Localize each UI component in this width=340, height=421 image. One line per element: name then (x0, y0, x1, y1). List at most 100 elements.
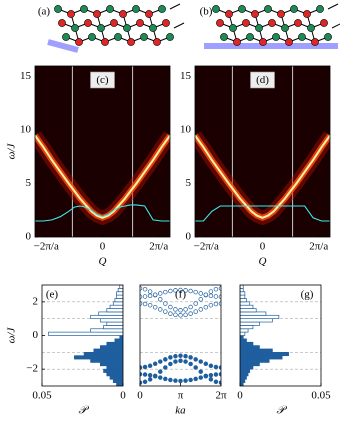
histogram-bar (240, 311, 267, 316)
point (208, 363, 214, 369)
histogram-bar (98, 311, 123, 316)
point (198, 359, 204, 364)
site (88, 33, 96, 41)
point (218, 294, 221, 300)
plot-area (35, 66, 170, 237)
histogram-bar (240, 331, 246, 336)
y-tick-label: 5 (26, 177, 32, 189)
x-axis-label: Q (99, 256, 107, 268)
site (277, 10, 285, 18)
point (142, 286, 148, 292)
point (218, 371, 221, 377)
point (163, 301, 168, 306)
panel-label: (c) (96, 74, 109, 86)
point (158, 307, 163, 312)
point (163, 357, 168, 362)
plot-area (195, 66, 330, 237)
histogram-bar (106, 365, 123, 370)
site (166, 33, 174, 41)
x-tick-label: 0.05 (311, 390, 331, 402)
site (229, 24, 237, 32)
histogram-bar (240, 372, 249, 377)
point (142, 294, 148, 299)
histogram-bar (240, 358, 270, 363)
x-axis-label: 𝒫 (79, 405, 90, 417)
point (147, 293, 153, 299)
point (152, 304, 158, 310)
bond (169, 3, 181, 10)
histogram-bar (90, 314, 123, 320)
point (168, 311, 173, 316)
point (203, 304, 209, 310)
point (213, 372, 219, 377)
spectral-line (35, 134, 170, 219)
x-tick-label: π (178, 390, 184, 402)
point (213, 286, 219, 292)
histogram-bar (109, 375, 123, 380)
histogram-bar (240, 341, 254, 346)
heatmap-background (195, 66, 330, 237)
site (259, 38, 267, 46)
histogram-bar (240, 325, 254, 330)
histogram-bar (240, 314, 280, 320)
site (145, 10, 153, 18)
panel-label: (a) (38, 6, 51, 18)
label-box (90, 71, 115, 89)
site (303, 10, 311, 18)
site (294, 19, 302, 27)
point (218, 301, 221, 306)
point (193, 309, 198, 314)
histogram-bar (240, 378, 246, 383)
histogram-bar (240, 285, 244, 289)
histogram-bar (116, 382, 123, 386)
point (213, 301, 219, 307)
point (183, 378, 188, 383)
point (213, 379, 219, 385)
point (188, 355, 193, 360)
site (324, 33, 332, 41)
histogram-bar (240, 355, 283, 360)
y-tick-label: −2 (26, 363, 38, 375)
site (220, 33, 228, 41)
axes-frame (239, 284, 322, 387)
histogram-bar (240, 362, 260, 367)
site (264, 5, 272, 13)
point (183, 288, 188, 293)
point (158, 369, 163, 374)
point (188, 288, 193, 294)
panel-label: (d) (256, 74, 269, 86)
point (208, 302, 214, 308)
point (183, 359, 188, 364)
point (218, 365, 221, 370)
point (163, 376, 168, 382)
bond (327, 3, 339, 10)
point (193, 357, 198, 362)
heatmap-background (35, 66, 170, 237)
site (62, 33, 70, 41)
histogram-bar (119, 335, 123, 340)
site (298, 33, 306, 41)
histogram-bar (240, 321, 260, 326)
panel-label: (e) (46, 289, 59, 301)
panel-label: (b) (200, 6, 213, 18)
histogram-bar (240, 348, 273, 353)
histogram-bar (109, 304, 123, 309)
histogram-bar (116, 291, 123, 296)
histogram-bar (106, 372, 123, 377)
y-tick-label: 0 (33, 329, 39, 341)
x-tick-label: 0 (237, 390, 243, 402)
y-tick-label: 0 (26, 231, 32, 243)
site (281, 24, 289, 32)
site (67, 10, 75, 18)
site (238, 5, 246, 13)
y-tick-label: 5 (186, 177, 192, 189)
x-tick-label: 0 (100, 241, 106, 253)
y-tick-label: 0 (186, 231, 192, 243)
histogram-bar (48, 331, 123, 336)
y-tick-label: 15 (180, 70, 192, 82)
band-edge-line (195, 205, 330, 222)
point (208, 293, 214, 299)
point (203, 373, 209, 379)
x-tick-label: 0 (260, 241, 266, 253)
